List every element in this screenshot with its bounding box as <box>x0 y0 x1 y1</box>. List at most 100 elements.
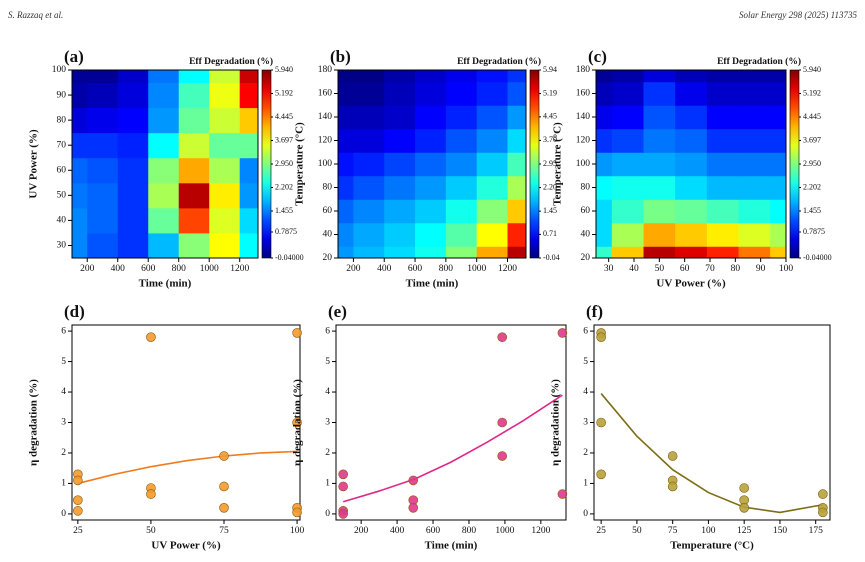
y-tick-label: 4 <box>325 387 330 397</box>
contour-cell <box>338 128 354 153</box>
contour-cell <box>338 152 354 177</box>
colorbar <box>789 69 800 259</box>
y-tick-label: 30 <box>57 241 67 251</box>
colorbar-tick-label: 0.71 <box>543 229 557 238</box>
header-left: S. Razzaq et al. <box>8 10 63 20</box>
panel-label: (a) <box>64 47 84 66</box>
x-tick-label: 600 <box>141 264 156 274</box>
colorbar-tick-label: 5.19 <box>543 88 557 97</box>
contour-cell <box>445 81 478 106</box>
contour-cell <box>706 128 739 153</box>
x-tick-label: 200 <box>354 526 369 536</box>
x-tick-label: 100 <box>701 526 716 536</box>
contour-cell <box>596 199 613 224</box>
contour-cell <box>770 81 787 106</box>
colorbar-tick-label: 2.20 <box>543 182 557 191</box>
contour-cell <box>117 107 149 134</box>
x-axis-label: Time (min) <box>406 278 459 290</box>
colorbar-tick-label: 4.445 <box>275 112 293 121</box>
y-tick-label: 3 <box>325 418 330 428</box>
contour-cell <box>770 175 787 200</box>
y-tick-label: 3 <box>61 418 66 428</box>
contour-cell <box>675 128 708 153</box>
contour-cell <box>507 128 527 153</box>
contour-cell <box>353 199 385 224</box>
data-point <box>818 507 828 518</box>
plot-frame <box>71 324 301 521</box>
y-tick-label: 40 <box>57 216 67 226</box>
x-tick-label: 600 <box>408 264 423 274</box>
contour-cell <box>415 70 447 83</box>
contour-cell <box>611 70 644 83</box>
contour-cell <box>338 175 354 200</box>
x-axis-label: UV Power (%) <box>151 540 221 552</box>
y-tick-label: 3 <box>583 418 588 428</box>
colorbar-tick-label: 5.192 <box>803 88 821 97</box>
contour-cell <box>338 81 354 106</box>
contour-cell <box>384 70 416 83</box>
colorbar-tick-label: 3.697 <box>275 135 293 144</box>
x-tick-label: 100 <box>779 264 794 274</box>
contour-cell <box>117 82 149 109</box>
fit-line <box>77 450 298 485</box>
x-tick-label: 1000 <box>200 264 219 274</box>
y-tick-label: 180 <box>318 65 333 75</box>
x-axis-label: Time (min) <box>139 278 192 290</box>
y-tick-label: 1 <box>583 479 588 489</box>
contour-cell <box>596 128 613 153</box>
x-tick-label: 800 <box>462 526 477 536</box>
contour-cell <box>476 70 509 83</box>
contour-cell <box>72 132 88 159</box>
contour-cell <box>87 107 119 134</box>
contour-cell <box>611 246 644 259</box>
contour-cell <box>384 199 416 224</box>
contour-cell <box>643 222 676 247</box>
contour-cell <box>72 182 88 209</box>
panel-label: (c) <box>588 47 607 66</box>
data-point <box>219 481 229 492</box>
fit-line <box>342 394 563 503</box>
y-tick-label: 0 <box>325 509 330 519</box>
contour-cell <box>148 70 180 84</box>
contour-cell <box>738 246 771 259</box>
data-point <box>739 483 749 493</box>
contour-cell <box>178 70 210 84</box>
colorbar-tick-label: -0.04000 <box>803 253 832 262</box>
contour-cell <box>148 207 180 234</box>
contour-cell <box>338 246 354 259</box>
contour-cell <box>87 70 119 84</box>
contour-cell <box>209 182 241 209</box>
contour-cell <box>643 199 676 224</box>
y-axis-label: η degradation (%) <box>292 379 304 466</box>
y-tick-label: 80 <box>57 115 67 125</box>
data-point <box>596 332 606 342</box>
contour-cell <box>239 232 259 259</box>
contour-cell <box>675 70 708 83</box>
y-tick-label: 5 <box>61 357 66 367</box>
y-tick-label: 5 <box>325 357 330 367</box>
colorbar-tick-label: 1.45 <box>543 206 557 215</box>
x-tick-label: 400 <box>377 264 392 274</box>
y-tick-label: 2 <box>61 448 66 458</box>
y-tick-label: 100 <box>576 159 591 169</box>
contour-cell <box>209 70 241 84</box>
x-tick-label: 1200 <box>531 526 550 536</box>
contour-cell <box>117 157 149 184</box>
contour-cell <box>643 70 676 83</box>
data-point <box>596 469 606 480</box>
contour-cell <box>353 81 385 106</box>
contour-cell <box>738 199 771 224</box>
contour-cell <box>770 222 787 247</box>
y-tick-label: 20 <box>323 253 333 263</box>
y-tick-label: 160 <box>576 89 591 99</box>
contour-cell <box>384 246 416 259</box>
contour-cell <box>148 82 180 109</box>
contour-cell <box>611 128 644 153</box>
x-tick-label: 800 <box>172 264 187 274</box>
contour-cell <box>353 105 385 130</box>
contour-cell <box>209 132 241 159</box>
x-tick-label: 70 <box>705 264 715 274</box>
contour-cell <box>353 70 385 83</box>
x-tick-label: 75 <box>668 526 678 536</box>
y-tick-label: 80 <box>323 183 333 193</box>
